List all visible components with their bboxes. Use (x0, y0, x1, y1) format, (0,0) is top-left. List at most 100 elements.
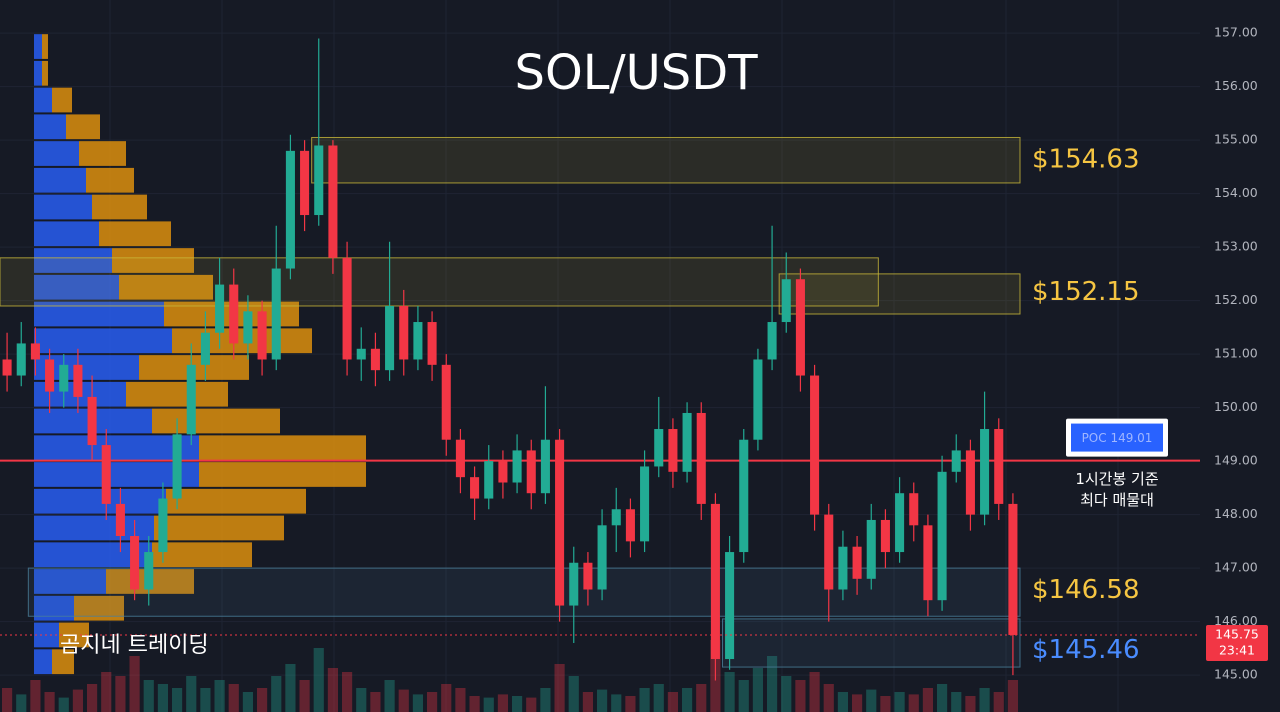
volume-bar (597, 689, 608, 712)
candle-body (526, 450, 536, 494)
volume-bar (781, 676, 792, 712)
candle-body (810, 375, 820, 515)
candle-body (767, 322, 777, 360)
profile-down (126, 381, 228, 407)
volume-bar (469, 696, 480, 712)
volume-bar (58, 697, 69, 712)
candle-body (271, 268, 281, 360)
volume-bar (837, 692, 848, 712)
candle-body (455, 439, 465, 478)
volume-bar (271, 676, 282, 712)
candle-body (200, 332, 210, 365)
candle-body (512, 450, 522, 483)
candle-body (243, 311, 253, 344)
candle-body (597, 525, 607, 590)
volume-bar (370, 692, 381, 712)
profile-up (34, 87, 52, 113)
candle-body (385, 305, 395, 371)
volume-bar (483, 697, 494, 712)
candle-body (130, 536, 140, 590)
y-tick-label: 151.00 (1214, 346, 1258, 361)
volume-bar (242, 692, 253, 712)
volume-bar (767, 656, 778, 712)
candle-body (838, 546, 848, 590)
volume-bar (172, 688, 183, 712)
profile-up (34, 328, 172, 354)
y-tick-label: 157.00 (1214, 25, 1258, 40)
candle-body (909, 493, 919, 526)
profile-up (34, 488, 166, 514)
candle-body (87, 396, 97, 446)
y-tick-label: 154.00 (1214, 185, 1258, 200)
profile-down (79, 141, 126, 166)
profile-down (92, 194, 147, 220)
candle-body (172, 434, 182, 499)
candle-body (328, 145, 338, 258)
candle-body (880, 519, 890, 553)
y-tick-label: 146.00 (1214, 613, 1258, 628)
countdown-label: 23:41 (1219, 642, 1255, 657)
volume-bar (455, 688, 466, 712)
zone (778, 273, 1021, 315)
volume-bar (625, 696, 636, 712)
volume-bar (157, 684, 168, 712)
volume-bar (965, 696, 976, 712)
volume-bar (16, 694, 27, 712)
volume-bar (752, 668, 763, 712)
profile-up (34, 435, 199, 461)
volume-bar (823, 684, 834, 712)
volume-bar (200, 688, 211, 712)
volume-bar (880, 696, 891, 712)
candle-body (583, 562, 593, 590)
candle-body (115, 503, 125, 537)
volume-bar (143, 680, 154, 712)
profile-down (52, 87, 72, 113)
candle-body (59, 364, 69, 392)
volume-bar (951, 692, 962, 712)
candle-body (625, 509, 635, 542)
candle-body (45, 359, 55, 392)
y-tick-label: 148.00 (1214, 506, 1258, 521)
volume-bar (299, 680, 310, 712)
level-label: $152.15 (1032, 277, 1140, 307)
candle-body (753, 359, 763, 440)
candle-body (2, 359, 12, 376)
profile-up (34, 60, 42, 86)
candle-body (895, 493, 905, 553)
zone (0, 257, 879, 307)
volume-bar (979, 688, 990, 712)
candle-body (215, 284, 225, 333)
volume-bar (115, 676, 126, 712)
candle-body (824, 514, 834, 590)
y-tick-label: 149.00 (1214, 453, 1258, 468)
zone (722, 618, 1021, 668)
profile-down (112, 248, 194, 273)
candle-body (342, 257, 352, 360)
volume-bar (101, 672, 112, 712)
profile-down (119, 274, 213, 300)
candle-body (569, 562, 579, 606)
candle-body (257, 311, 267, 360)
candle-body (441, 364, 451, 440)
candle-body (965, 450, 975, 515)
volume-bar (937, 684, 948, 712)
volume-bar (441, 684, 452, 712)
candle-body (781, 279, 791, 323)
candle-body (101, 445, 111, 504)
profile-down (52, 649, 74, 675)
volume-bar (497, 694, 508, 712)
volume-bar (795, 680, 806, 712)
profile-down (86, 167, 134, 193)
candle-body (413, 322, 423, 360)
candle-body (654, 429, 664, 467)
candle-body (484, 461, 494, 499)
y-tick-label: 155.00 (1214, 132, 1258, 147)
candle-body (923, 525, 933, 601)
candle-body (951, 450, 961, 472)
volume-bar (582, 692, 593, 712)
candle-body (725, 552, 735, 660)
profile-down (154, 515, 284, 541)
volume-bar (682, 688, 693, 712)
profile-up (34, 569, 106, 594)
profile-down (152, 408, 280, 434)
